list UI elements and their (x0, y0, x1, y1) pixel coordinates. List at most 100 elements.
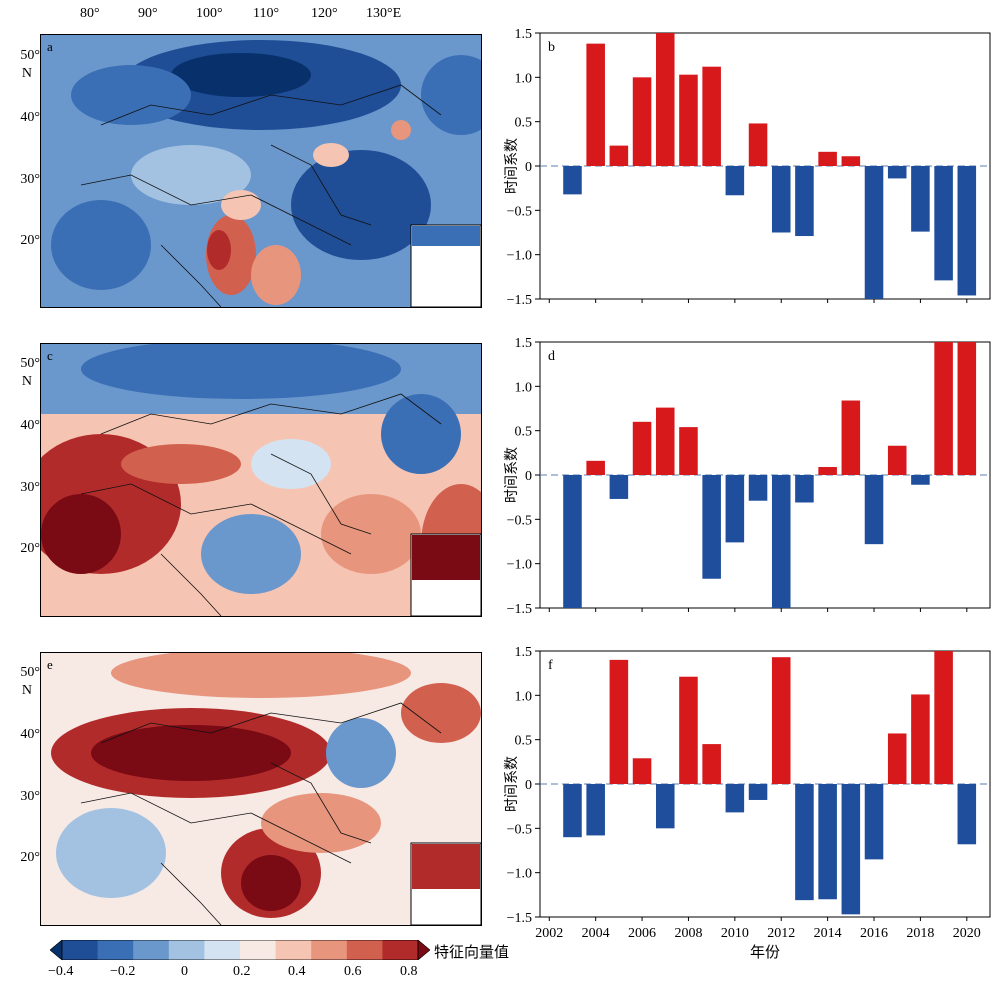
panel-label-a: a (47, 39, 53, 54)
lon-label-130e: 130°E (366, 6, 402, 21)
bar-2010 (725, 784, 745, 813)
lat-label-40: 40° (20, 110, 40, 125)
y-tick-label: 0 (525, 778, 532, 793)
lon-label-80: 80° (80, 6, 100, 21)
y-tick-label: 1.5 (515, 645, 533, 660)
x-tick-label: 2018 (906, 926, 934, 941)
bar-2008 (679, 74, 698, 166)
bar-2007 (655, 784, 675, 829)
y-tick-label: −1.5 (507, 911, 532, 926)
colorbar-segment (382, 940, 419, 960)
bar-2008 (679, 676, 698, 784)
lat-label-50: 50° (20, 356, 40, 371)
colorbar-tick: −0.4 (48, 964, 74, 979)
y-tick-label: 0.5 (515, 116, 533, 131)
x-tick-label: 2006 (628, 926, 656, 941)
lat-label-40: 40° (20, 418, 40, 433)
panel-label: d (548, 349, 555, 364)
colorbar-frame (61, 940, 419, 960)
bar-2010 (725, 475, 745, 543)
bar-2012 (771, 475, 791, 608)
y-tick-label: −1.5 (507, 602, 532, 617)
bar-2012 (771, 166, 791, 233)
y-axis-label: 时间系数 (504, 138, 520, 194)
bar-2005 (609, 659, 629, 784)
lat-label-40: 40° (20, 727, 40, 742)
y-tick-label: 1.0 (515, 689, 533, 704)
y-tick-label: −0.5 (507, 204, 532, 219)
colorbar (50, 940, 430, 960)
colorbar-tick: 0 (181, 964, 188, 979)
bar-2016 (864, 166, 884, 299)
panel-label: b (548, 40, 555, 55)
bar-2017 (887, 166, 907, 179)
lat-label-50: 50° (20, 665, 40, 680)
panel-label-c: c (47, 348, 53, 363)
bar-2015 (841, 784, 861, 915)
y-tick-label: 0 (525, 160, 532, 175)
colorbar-segment (275, 940, 312, 960)
bar-2013 (795, 166, 814, 237)
bar-2020 (957, 342, 977, 475)
bar-2019 (934, 651, 953, 784)
colorbar-min-extend (50, 940, 63, 960)
x-tick-label: 2020 (953, 926, 981, 941)
bar-2008 (679, 427, 698, 475)
time-coefficient-chart-f: −1.5 −1.0 −0.5 0 0.5 1.0 1.5 2002 2004 2006 2008 20… (504, 645, 991, 961)
bar-2013 (795, 784, 814, 901)
lat-label-50: 50° (20, 48, 40, 63)
colorbar-segment (240, 940, 277, 960)
colorbar-segment (133, 940, 170, 960)
colorbar-segment (62, 940, 99, 960)
bar-2003 (563, 784, 582, 838)
bar-2012 (771, 657, 791, 784)
bar-2006 (632, 421, 652, 475)
eof-map-e-field (41, 653, 481, 925)
colorbar-segment (168, 940, 205, 960)
bar-2010 (725, 166, 745, 196)
bar-2015 (841, 156, 861, 166)
bar-2017 (887, 733, 907, 784)
y-tick-label: 1.0 (515, 71, 533, 86)
y-tick-label: −1.5 (507, 293, 532, 308)
x-tick-label: 2004 (582, 926, 610, 941)
y-tick-label: 1.5 (515, 336, 533, 351)
bar-2015 (841, 400, 861, 475)
x-tick-label: 2014 (814, 926, 842, 941)
bar-2011 (748, 123, 768, 166)
bar-2019 (934, 342, 953, 475)
colorbar-tick: 0.4 (288, 964, 306, 979)
bar-2009 (702, 744, 721, 784)
bar-2009 (702, 475, 721, 579)
bar-2018 (911, 166, 930, 232)
y-tick-label: 0 (525, 469, 532, 484)
bar-2014 (818, 784, 837, 900)
panel-label-e: e (47, 657, 53, 672)
colorbar-title: 特征向量值 (434, 943, 510, 961)
eof-map-c: c (40, 343, 482, 617)
x-axis-label: 年份 (750, 943, 780, 961)
bar-2013 (795, 475, 814, 503)
lat-label-30: 30° (20, 172, 40, 187)
eof-map-a: a (40, 34, 482, 308)
bar-2020 (957, 784, 977, 845)
bar-2006 (632, 77, 652, 166)
lat-label-n: N (21, 374, 32, 389)
y-tick-label: 1.0 (515, 380, 533, 395)
bar-2004 (586, 460, 605, 475)
y-tick-label: −1.0 (507, 558, 532, 573)
bar-2014 (818, 151, 837, 166)
bar-2003 (563, 166, 582, 195)
bar-2005 (609, 145, 629, 166)
bar-2009 (702, 66, 721, 166)
colorbar-segment (204, 940, 241, 960)
bar-2011 (748, 475, 768, 501)
lat-label-n: N (21, 683, 32, 698)
y-tick-label: −1.0 (507, 249, 532, 264)
lon-label-120: 120° (311, 6, 338, 21)
y-tick-label: 1.5 (515, 27, 533, 42)
colorbar-max-extend (417, 940, 430, 960)
colorbar-tick: −0.2 (110, 964, 136, 979)
bar-2018 (911, 475, 930, 485)
lon-label-90: 90° (138, 6, 158, 21)
